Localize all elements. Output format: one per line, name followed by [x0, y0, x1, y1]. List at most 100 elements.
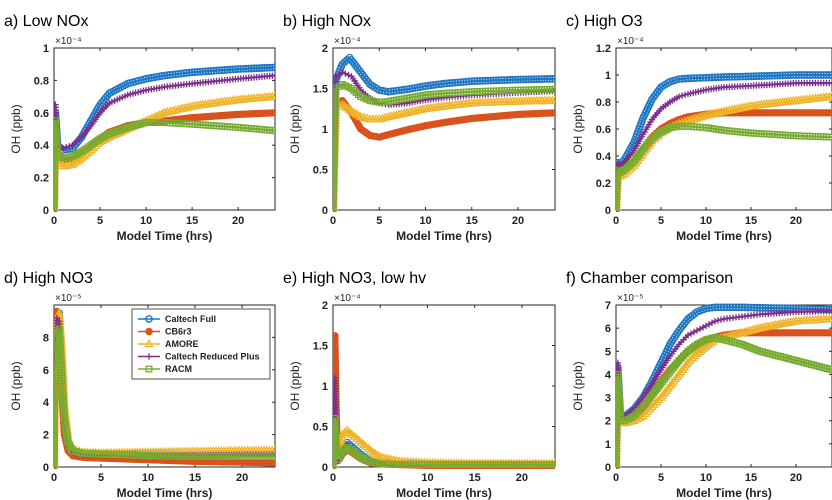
- data-point: [263, 63, 271, 72]
- data-point: [638, 410, 648, 420]
- x-tick-label: 0: [613, 215, 619, 227]
- data-point: [459, 78, 468, 86]
- data-point: [776, 71, 784, 80]
- y-tick-label: 2: [605, 416, 611, 428]
- data-point: [182, 69, 191, 77]
- x-tick-label: 15: [469, 472, 481, 484]
- axis-multiplier: ×10⁻⁵: [55, 293, 81, 304]
- data-point: [687, 353, 698, 362]
- y-tick-label: 0.8: [34, 75, 49, 87]
- data-point: [828, 307, 832, 314]
- data-point: [765, 71, 774, 80]
- data-point: [220, 66, 229, 74]
- data-point: [770, 71, 779, 80]
- data-point: [207, 67, 215, 75]
- data-point: [209, 66, 218, 75]
- data-point: [54, 314, 61, 322]
- x-tick-label: 15: [745, 472, 757, 484]
- y-tick-label: 0.6: [34, 108, 49, 120]
- x-axis-label: Model Time (hrs): [676, 486, 772, 500]
- data-point: [551, 85, 555, 93]
- x-tick-label: 15: [186, 215, 198, 227]
- data-point: [271, 453, 275, 460]
- panel-title: a) Low NOx: [4, 13, 88, 30]
- data-point: [551, 461, 555, 469]
- data-point: [786, 71, 795, 80]
- data-point: [545, 75, 554, 83]
- chart-panel: e) High NO3, low hv 0 5 10 15 20 0 0.5 1 1.5 2 ×10⁻…: [283, 270, 556, 500]
- chart-panel: b) High NOx 0 5 10 15 20 0 0.5 1 1.5 2 ×10⁻⁴ Model T…: [283, 13, 556, 243]
- data-point: [387, 87, 395, 96]
- data-point: [168, 70, 177, 79]
- data-point: [270, 445, 275, 455]
- data-point: [247, 64, 256, 73]
- data-point: [384, 87, 393, 96]
- x-tick-label: 15: [466, 215, 478, 227]
- y-tick-label: 2: [322, 300, 328, 312]
- x-axis-label: Model Time (hrs): [396, 486, 492, 500]
- data-point: [199, 67, 207, 76]
- x-tick-label: 15: [745, 215, 757, 227]
- data-point: [236, 65, 245, 73]
- data-point: [773, 71, 782, 80]
- x-tick-label: 0: [51, 215, 57, 227]
- y-tick-label: 7: [605, 300, 611, 312]
- data-point: [166, 71, 174, 79]
- data-point: [714, 317, 722, 324]
- data-point: [395, 86, 403, 95]
- x-tick-label: 5: [97, 215, 103, 227]
- data-point: [817, 71, 825, 79]
- data-point: [749, 72, 758, 81]
- data-point: [239, 64, 248, 73]
- y-tick-label: 6: [605, 323, 611, 335]
- legend-marker: [144, 338, 154, 348]
- data-point: [827, 313, 832, 323]
- data-point: [196, 67, 205, 76]
- data-point: [160, 71, 169, 80]
- x-tick-label: 20: [232, 215, 244, 227]
- data-point: [500, 76, 509, 84]
- legend-label: CB6r3: [165, 327, 192, 337]
- axis-multiplier: ×10⁻⁴: [55, 36, 82, 47]
- data-point: [337, 429, 348, 438]
- data-point: [448, 79, 457, 87]
- x-tick-label: 20: [790, 215, 802, 227]
- y-tick-label: 1.2: [596, 43, 611, 55]
- data-point: [822, 71, 831, 79]
- data-point: [440, 79, 448, 88]
- data-point: [397, 86, 406, 94]
- data-point: [465, 77, 473, 86]
- x-axis-label: Model Time (hrs): [117, 229, 213, 243]
- y-tick-label: 1.5: [313, 341, 328, 353]
- data-point: [720, 73, 728, 81]
- x-axis-label: Model Time (hrs): [676, 229, 772, 243]
- data-point: [530, 75, 538, 84]
- data-point: [179, 69, 188, 78]
- data-point: [747, 325, 757, 334]
- data-point: [508, 75, 517, 84]
- data-point: [163, 71, 172, 80]
- data-point: [389, 87, 398, 95]
- chart-panel: f) Chamber comparison 0 5 10 15 20 0 1 2 3 4 5 6 7 ×10…: [566, 270, 832, 500]
- data-point: [681, 91, 689, 98]
- y-axis-label: OH (ppb): [9, 361, 23, 410]
- data-point: [551, 109, 555, 117]
- data-point: [98, 98, 106, 107]
- chart-panel: c) High O3 0 5 10 15 20 0 0.2 0.4 0.6 0.8 1 1.2 ×10⁻⁴…: [566, 13, 832, 243]
- x-tick-label: 20: [236, 472, 248, 484]
- panel-title: c) High O3: [566, 13, 643, 30]
- y-tick-label: 1: [605, 439, 611, 451]
- legend-marker: [145, 365, 153, 373]
- data-point: [524, 75, 533, 84]
- data-point: [392, 86, 401, 95]
- data-point: [537, 75, 546, 83]
- data-point: [495, 76, 503, 85]
- data-point: [645, 404, 655, 413]
- data-point: [781, 71, 790, 80]
- data-point: [437, 80, 446, 88]
- data-point: [543, 75, 551, 83]
- y-tick-label: 0.4: [34, 140, 50, 152]
- y-tick-label: 0: [43, 462, 49, 474]
- data-point: [803, 71, 811, 79]
- data-point: [252, 64, 261, 73]
